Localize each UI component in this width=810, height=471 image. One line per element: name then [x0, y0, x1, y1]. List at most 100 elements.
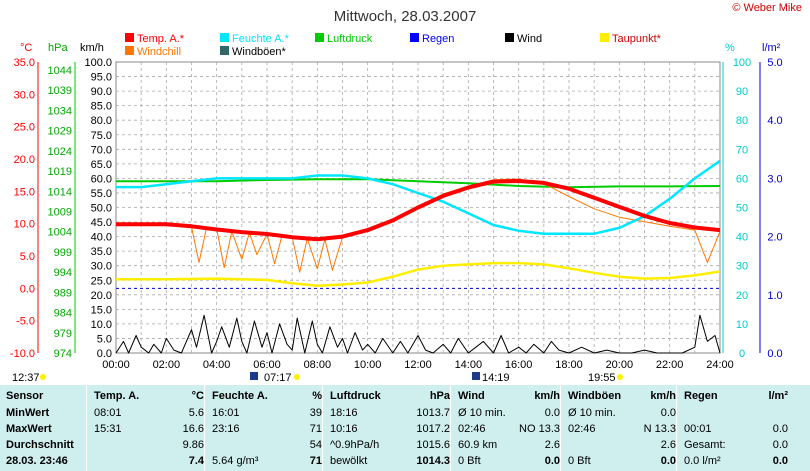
wind-tick-label: 55.0 — [91, 188, 112, 200]
temp-tick-label: 25.0 — [14, 122, 35, 134]
humidity-time: 23:16 — [212, 423, 240, 435]
table-column-divider — [676, 385, 677, 471]
legend-swatch — [600, 33, 609, 42]
table-header: Regen — [684, 390, 718, 402]
pressure-tick-label: 1024 — [48, 146, 72, 158]
legend-swatch — [220, 46, 229, 55]
pressure-tick-label: 989 — [54, 287, 72, 299]
legend-label: Taupunkt* — [612, 33, 662, 45]
wind-value: NO 13.3 — [519, 423, 560, 435]
wind-unit-label: km/h — [80, 42, 104, 54]
chart-title: Mittwoch, 28.03.2007 — [334, 8, 477, 25]
pressure-tick-label: 999 — [54, 247, 72, 259]
time-tick-label: 00:00 — [102, 359, 130, 371]
wind-tick-label: 5.0 — [97, 333, 112, 345]
table-header: Luftdruck — [330, 390, 381, 402]
wind-tick-label: 10.0 — [91, 319, 112, 331]
table-column-divider — [86, 385, 87, 471]
table-column-divider — [322, 385, 323, 471]
series-line-taupunkt- — [116, 261, 721, 287]
wind-tick-label: 30.0 — [91, 261, 112, 273]
wind-label: 02:46 — [458, 423, 486, 435]
wind-tick-label: 85.0 — [91, 101, 112, 113]
humidity-value: 39 — [309, 407, 322, 419]
gust-value: 2.6 — [660, 439, 676, 451]
pressure-value: 1017.2 — [416, 423, 450, 435]
temp-tick-label: -5.0 — [16, 316, 35, 328]
temp-value: 9.86 — [182, 439, 204, 451]
chart-series — [115, 159, 721, 354]
temp-tick-label: 5.0 — [20, 251, 35, 263]
humidity-tick-label: 50 — [736, 203, 748, 215]
pressure-tick-label: 1034 — [48, 105, 72, 117]
humidity-tick-label: 40 — [736, 232, 748, 244]
pressure-value: 1013.7 — [416, 407, 450, 419]
humidity-value: 71 — [309, 423, 322, 435]
rain-tick-label: 4.0 — [767, 115, 782, 127]
time-tick-label: 12:00 — [404, 359, 432, 371]
rain-label: 00:01 — [684, 423, 712, 435]
series-line-wind — [115, 314, 721, 354]
pressure-tick-label: 979 — [54, 328, 72, 340]
temp-value: 7.4 — [188, 455, 204, 467]
wind-tick-label: 60.0 — [91, 173, 112, 185]
copyright-label: © Weber Mike — [732, 2, 802, 14]
legend-swatch — [505, 33, 514, 42]
humidity-tick-label: 10 — [736, 319, 748, 331]
table-header-unit: km/h — [534, 390, 560, 402]
legend-label: Wind — [517, 33, 542, 45]
time-tick-label: 16:00 — [505, 359, 533, 371]
humidity-tick-label: 70 — [736, 144, 748, 156]
humidity-value: 71 — [309, 455, 322, 467]
legend-label: Windböen* — [232, 46, 287, 58]
rain-value: 0.0 — [772, 423, 788, 435]
rain-label: 0.0 l/m² — [684, 455, 721, 467]
wind-label: Ø 10 min. — [458, 407, 506, 419]
time-tick-label: 24:00 — [706, 359, 734, 371]
series-line-luftdruck — [116, 178, 721, 189]
humidity-tick-label: 0 — [739, 348, 745, 360]
gust-label: 02:46 — [568, 423, 596, 435]
weather-chart: 100.095.090.085.080.075.070.065.060.055.… — [10, 8, 783, 384]
time-tick-label: 20:00 — [606, 359, 634, 371]
series-line-temp-a- — [116, 179, 721, 242]
rain-value: 0.0 — [772, 455, 788, 467]
humidity-tick-label: 20 — [736, 290, 748, 302]
moon-marker-icon — [40, 374, 46, 380]
wind-tick-label: 35.0 — [91, 246, 112, 258]
noon-marker-icon — [472, 372, 480, 380]
sunrise-marker-icon — [250, 372, 258, 380]
humidity-tick-label: 30 — [736, 261, 748, 273]
gust-label: Ø 10 min. — [568, 407, 616, 419]
table-header: Feuchte A. — [212, 390, 268, 402]
pressure-tick-label: 1009 — [48, 207, 72, 219]
temp-tick-label: 10.0 — [14, 219, 35, 231]
temp-unit-label: °C — [20, 42, 32, 54]
table-header-unit: % — [312, 390, 322, 402]
rain-tick-label: 2.0 — [767, 232, 782, 244]
table-header: Sensor — [6, 390, 44, 402]
humidity-tick-label: 100 — [733, 57, 751, 69]
legend-swatch — [220, 33, 229, 42]
sunrise-sun-icon — [294, 374, 300, 380]
pressure-tick-label: 1019 — [48, 166, 72, 178]
pressure-tick-label: 974 — [54, 348, 72, 360]
time-tick-label: 06:00 — [253, 359, 281, 371]
rain-label: Gesamt: — [684, 439, 726, 451]
pressure-time: bewölkt — [330, 455, 368, 467]
table-header: Wind — [458, 390, 485, 402]
gust-value: N 13.3 — [643, 423, 676, 435]
table-header: Windböen — [568, 390, 622, 402]
row-label: Durchschnitt — [6, 439, 74, 451]
legend-label: Temp. A.* — [137, 33, 185, 45]
wind-tick-label: 40.0 — [91, 232, 112, 244]
table-header-unit: hPa — [429, 390, 450, 402]
temp-tick-label: 0.0 — [20, 283, 35, 295]
time-tick-label: 14:00 — [455, 359, 483, 371]
temp-time: 15:31 — [94, 423, 122, 435]
pressure-tick-label: 1039 — [48, 85, 72, 97]
table-header-unit: km/h — [650, 390, 676, 402]
pressure-time: ^0.9hPa/h — [330, 439, 380, 451]
time-tick-label: 02:00 — [153, 359, 181, 371]
time-tick-label: 18:00 — [555, 359, 583, 371]
